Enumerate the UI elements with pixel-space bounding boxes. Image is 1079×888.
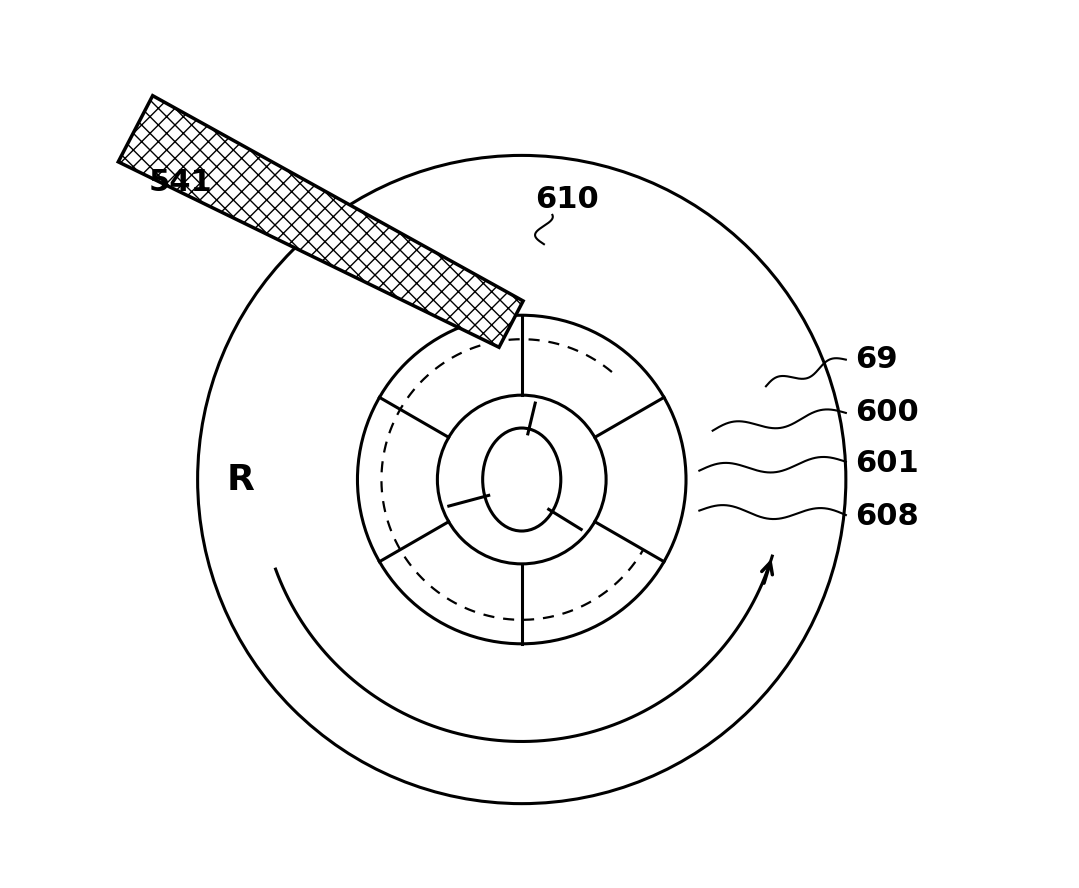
Text: 69: 69: [855, 345, 898, 374]
Polygon shape: [119, 96, 523, 347]
Text: 600: 600: [855, 399, 918, 427]
Polygon shape: [119, 96, 523, 347]
Text: 601: 601: [855, 449, 918, 478]
Text: 608: 608: [855, 503, 918, 531]
Text: 541: 541: [149, 168, 213, 196]
Text: 610: 610: [535, 186, 599, 214]
Text: R: R: [227, 463, 255, 496]
